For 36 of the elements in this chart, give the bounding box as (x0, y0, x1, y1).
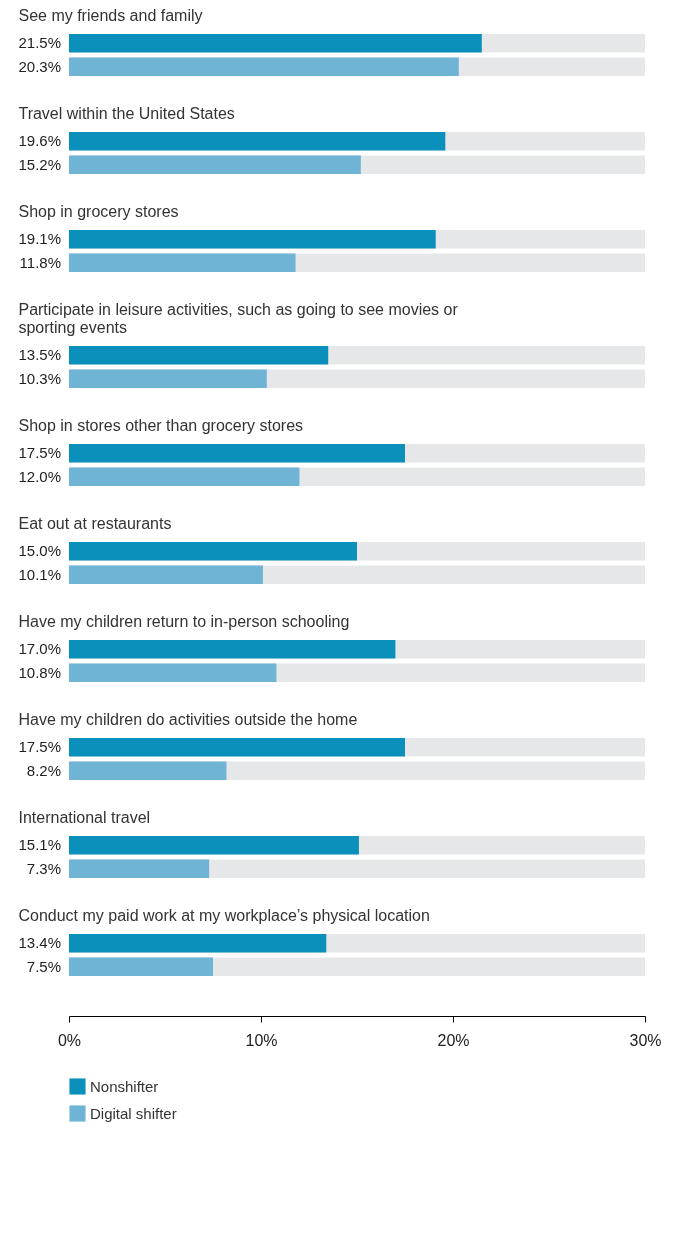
data-label: 17.0% (18, 640, 61, 658)
data-label: 15.0% (18, 542, 61, 560)
data-label: 15.1% (18, 836, 61, 854)
data-label: 13.4% (18, 934, 61, 952)
x-tick-label: 0% (57, 1031, 82, 1049)
y-tick-label: Travel within the United States (18, 105, 235, 122)
x-tick-label: 30% (629, 1031, 662, 1049)
data-label: 10.8% (18, 663, 61, 681)
data-label: 12.0% (18, 467, 61, 485)
legend-label: Nonshifter (90, 1077, 159, 1095)
data-label: 7.5% (26, 957, 61, 975)
data-label: 13.5% (18, 346, 61, 364)
data-label: 10.1% (18, 565, 61, 583)
x-tick-label: 10% (245, 1031, 278, 1049)
data-label: 10.3% (18, 369, 61, 387)
y-tick-label: Shop in grocery stores (18, 203, 179, 220)
data-label: 20.3% (18, 57, 61, 75)
data-label: 17.5% (18, 444, 61, 462)
data-label: 19.1% (18, 230, 61, 248)
data-label: 7.3% (26, 859, 61, 877)
y-tick-label: International travel (18, 809, 151, 826)
data-label: 17.5% (18, 738, 61, 756)
data-label: 21.5% (18, 34, 61, 52)
y-tick-label: Conduct my paid work at my workplace’s physical location (18, 907, 430, 924)
data-label: 11.8% (19, 253, 61, 271)
y-tick-label: Have my children return to in-person schooling (18, 613, 350, 630)
legend-label: Digital shifter (90, 1104, 177, 1122)
y-tick-label: See my friends and family (18, 7, 203, 24)
y-tick-label: Have my children do activities outside the home (18, 711, 358, 728)
data-label: 19.6% (18, 132, 61, 150)
data-label: 8.2% (26, 761, 61, 779)
x-tick-label: 20% (437, 1031, 470, 1049)
y-tick-label: Eat out at restaurants (18, 515, 172, 532)
data-label: 15.2% (18, 155, 61, 173)
y-tick-label: Participate in leisure activities, such as going to see movies or sporting events (18, 301, 459, 336)
y-tick-label: Shop in stores other than grocery stores (18, 417, 304, 434)
